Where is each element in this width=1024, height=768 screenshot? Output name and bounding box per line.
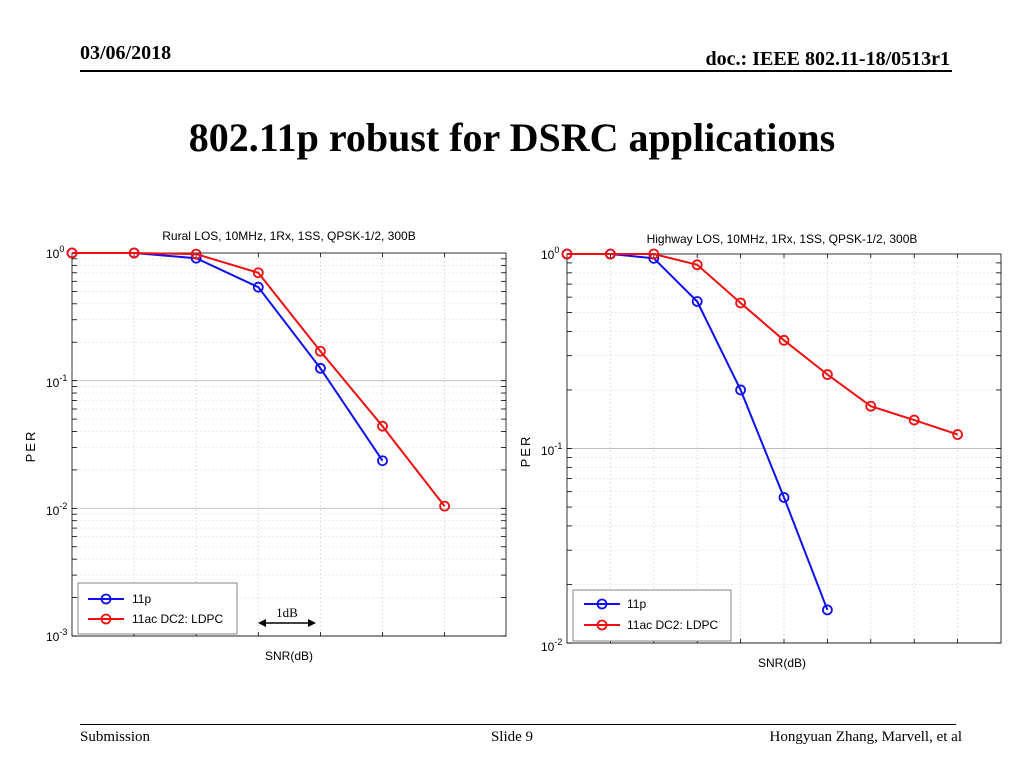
footer-divider xyxy=(80,724,956,725)
rural-series-11ac-point xyxy=(314,345,326,357)
header-date: 03/06/2018 xyxy=(80,42,172,64)
rural-series-11ac-point xyxy=(439,500,451,512)
slide-title: 802.11p robust for DSRC applications xyxy=(188,115,836,160)
rural-series-11ac-point xyxy=(252,267,264,279)
highway-series-11p-point xyxy=(691,296,703,307)
rural-series-11ac-point xyxy=(66,247,78,259)
rural-series-11p-point xyxy=(252,281,264,293)
highway-series-11p-point xyxy=(778,492,790,503)
rural-series-11ac-point xyxy=(377,420,388,432)
rural-x-label: SNR(dB) xyxy=(265,649,313,663)
rural-ytick-0p01: 10-2 xyxy=(46,501,67,518)
chart-highway: Highway LOS, 10MHz, 1Rx, 1SS, QPSK-1/2, … xyxy=(518,232,1002,670)
highway-series-11ac-point xyxy=(778,334,790,346)
footer-submission: Submission xyxy=(80,729,151,745)
annotation-1db-label: 1dB xyxy=(276,605,298,620)
rural-series-11p-line xyxy=(72,252,384,462)
rural-ytick-0p001: 10-3 xyxy=(46,627,67,644)
footer-slide-number: Slide 9 xyxy=(490,729,534,745)
highway-x-label: SNR(dB) xyxy=(758,656,806,670)
highway-legend-box xyxy=(572,589,732,642)
highway-ytick-0p1: 10-1 xyxy=(541,441,562,458)
rural-legend-11p-marker xyxy=(100,593,112,605)
rural-y-label: PER xyxy=(23,430,38,463)
annotation-arrow-left-head xyxy=(258,619,266,627)
highway-series-11ac-point xyxy=(908,414,920,426)
highway-legend-11ac-marker xyxy=(596,619,608,631)
rural-series-11ac-point xyxy=(190,248,202,260)
highway-series-11ac-point xyxy=(865,400,877,412)
highway-ytick-0p01: 10-2 xyxy=(541,637,562,654)
rural-series-11ac-line xyxy=(72,252,446,507)
highway-series-11ac-point xyxy=(561,248,573,260)
highway-grid xyxy=(567,254,1001,644)
rural-ytick-0p1: 10-1 xyxy=(46,373,67,390)
rural-grid xyxy=(72,253,506,637)
highway-series-11ac-point xyxy=(691,259,703,271)
highway-series-11ac-line xyxy=(567,253,958,436)
highway-series-11ac-point xyxy=(952,429,963,440)
rural-legend-11ac-label: 11ac DC2: LDPC xyxy=(132,612,223,626)
header-doc-id: doc.: IEEE 802.11-18/0513r1 xyxy=(705,48,950,70)
highway-series-11p-point xyxy=(735,384,746,396)
rural-plot-frame xyxy=(71,252,507,637)
highway-series-11ac-point xyxy=(735,297,746,309)
highway-legend-11p-marker xyxy=(596,598,608,610)
highway-title: Highway LOS, 10MHz, 1Rx, 1SS, QPSK-1/2, … xyxy=(647,232,918,246)
rural-legend-11p-label: 11p xyxy=(132,592,151,606)
highway-y-label: PER xyxy=(518,435,533,468)
header-divider xyxy=(80,70,952,72)
highway-series-11p-point xyxy=(822,604,833,616)
rural-series-11p-point xyxy=(377,455,388,467)
rural-series-11p-point xyxy=(314,362,326,374)
annotation-arrow-right-head xyxy=(308,619,316,627)
highway-plot-frame xyxy=(566,253,1002,644)
highway-series-11ac-point xyxy=(822,369,833,380)
highway-ytick-1: 100 xyxy=(541,245,559,262)
rural-title: Rural LOS, 10MHz, 1Rx, 1SS, QPSK-1/2, 30… xyxy=(162,229,415,243)
footer-authors: Hongyuan Zhang, Marvell, et al xyxy=(769,729,962,745)
rural-legend-box xyxy=(77,582,238,635)
highway-series-11ac-point xyxy=(605,248,616,260)
highway-series-11ac-point xyxy=(648,248,660,260)
highway-legend-11p-label: 11p xyxy=(627,597,646,611)
rural-ytick-1: 100 xyxy=(46,244,64,261)
highway-legend-11ac-label: 11ac DC2: LDPC xyxy=(627,618,718,632)
chart-rural: Rural LOS, 10MHz, 1Rx, 1SS, QPSK-1/2, 30… xyxy=(23,229,507,663)
rural-legend-11ac-marker xyxy=(100,613,112,625)
rural-series-11ac-point xyxy=(128,247,140,259)
